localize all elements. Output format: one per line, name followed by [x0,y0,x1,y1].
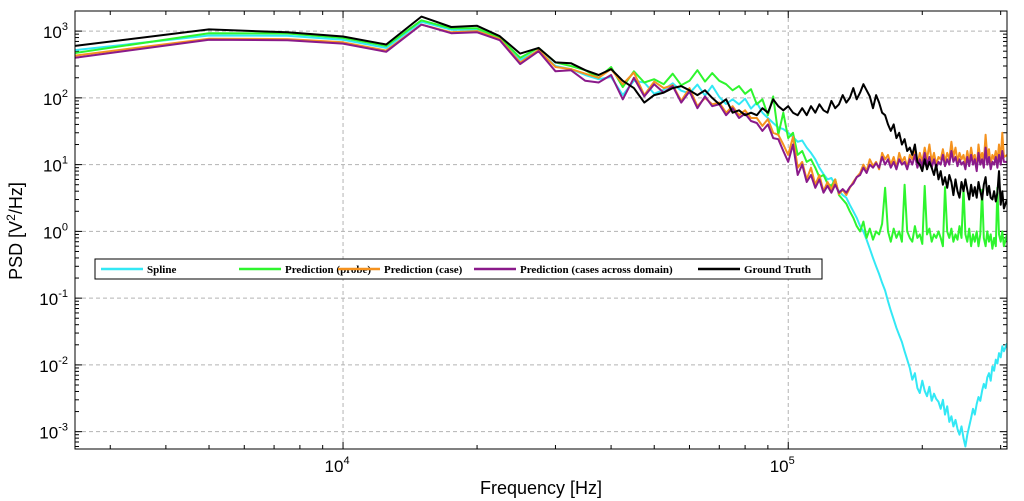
y-tick-label: 101 [43,155,68,176]
y-tick-label: 10-3 [39,422,68,443]
x-axis-label: Frequency [Hz] [480,478,602,498]
legend-label: Prediction (cases across domain) [520,264,673,276]
y-tick-label: 103 [43,21,68,42]
legend: Spline Prediction (probe) Prediction (case… [94,258,823,280]
legend-label: Spline [147,264,176,276]
series-line-ground-truth [75,15,1007,210]
y-tick-label: 10-1 [39,288,68,309]
y-axis-label: PSD [V2/Hz] [4,182,26,280]
x-tick-label: 105 [770,455,795,476]
legend-label: Ground Truth [744,264,811,276]
y-tick-label: 102 [43,88,68,109]
y-tick-labels: 103 102 101 100 10-1 10-2 10-3 [39,21,68,443]
x-tick-labels: 104 105 [325,455,795,476]
legend-label: Prediction (case) [384,264,463,276]
plot-frame [74,10,1008,450]
y-tick-label: 10-2 [39,355,68,376]
y-tick-label: 100 [43,221,68,242]
series-lines [75,15,1007,448]
series-line-prediction-probe [75,19,1007,250]
x-tick-label: 104 [325,455,350,476]
legend-label: Prediction (probe) [285,264,371,276]
minor-ticks [75,10,1007,449]
legend-box [94,258,823,280]
